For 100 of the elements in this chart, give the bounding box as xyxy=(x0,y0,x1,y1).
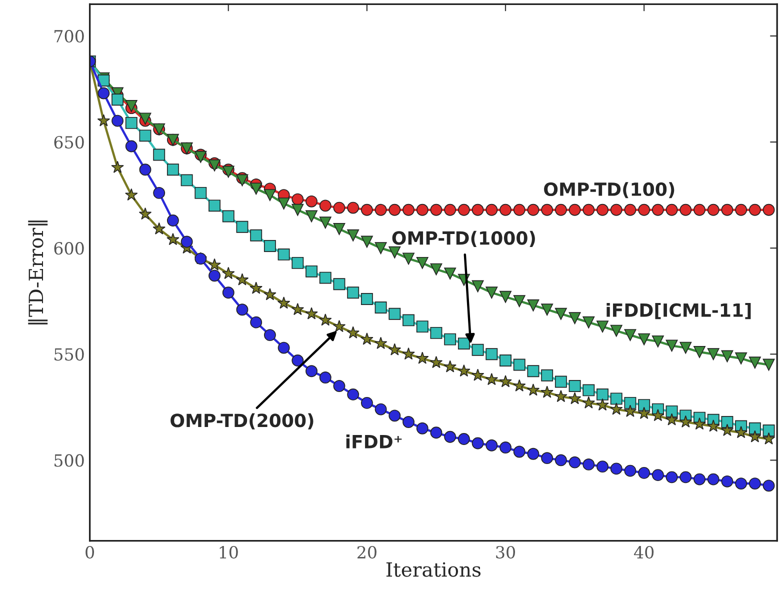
point xyxy=(333,278,346,290)
point xyxy=(472,204,484,216)
point xyxy=(360,236,373,248)
point xyxy=(748,356,761,369)
point xyxy=(332,320,346,332)
point xyxy=(762,204,775,216)
point xyxy=(430,356,443,368)
point xyxy=(748,430,762,442)
point xyxy=(305,307,318,320)
point xyxy=(471,368,484,381)
point xyxy=(112,114,124,127)
point xyxy=(402,314,414,326)
point xyxy=(306,365,318,378)
point xyxy=(638,204,650,216)
point xyxy=(748,422,761,434)
point xyxy=(638,333,650,346)
point xyxy=(346,326,360,338)
point xyxy=(694,473,706,486)
point xyxy=(624,204,636,216)
point xyxy=(347,286,360,299)
series-label: iFDD⁺ xyxy=(346,434,402,448)
point xyxy=(762,480,775,492)
point xyxy=(112,94,124,106)
point xyxy=(416,204,428,216)
point xyxy=(568,204,581,216)
point xyxy=(596,204,608,216)
point xyxy=(333,202,346,214)
point xyxy=(402,252,414,265)
point xyxy=(374,204,387,216)
point xyxy=(721,204,734,216)
point xyxy=(458,338,470,350)
point xyxy=(430,204,442,216)
point xyxy=(596,388,608,400)
point xyxy=(680,342,692,354)
point xyxy=(291,302,304,316)
point xyxy=(374,242,387,254)
point xyxy=(444,360,456,372)
point xyxy=(596,320,608,333)
point xyxy=(638,406,650,420)
point xyxy=(264,189,276,202)
point xyxy=(138,207,152,220)
point xyxy=(125,100,138,112)
point xyxy=(347,202,360,214)
point xyxy=(568,312,581,324)
point xyxy=(264,329,276,342)
point xyxy=(582,204,595,216)
point xyxy=(388,204,401,216)
point xyxy=(292,193,304,206)
point xyxy=(306,195,318,208)
point xyxy=(388,246,401,258)
point xyxy=(277,296,290,309)
point xyxy=(527,448,540,460)
point xyxy=(208,258,221,271)
point xyxy=(486,204,498,216)
point xyxy=(735,478,748,490)
point xyxy=(568,392,582,404)
point xyxy=(541,369,554,382)
point xyxy=(166,164,179,176)
point xyxy=(568,456,581,468)
point xyxy=(180,174,193,186)
point xyxy=(152,222,166,234)
point xyxy=(624,329,636,342)
point xyxy=(472,437,484,450)
point xyxy=(486,348,498,360)
point xyxy=(527,204,540,216)
point xyxy=(638,399,650,412)
point xyxy=(125,116,138,129)
point xyxy=(347,229,360,242)
point xyxy=(222,286,234,299)
point xyxy=(624,464,636,477)
text: OMP-TD(1000) xyxy=(392,230,535,247)
point xyxy=(554,204,567,216)
point xyxy=(694,204,706,216)
point xyxy=(264,240,276,252)
point xyxy=(610,462,622,475)
point xyxy=(485,372,498,386)
point xyxy=(458,364,470,377)
point xyxy=(610,392,622,405)
point xyxy=(500,442,512,454)
point xyxy=(319,372,332,384)
point xyxy=(111,160,124,173)
point xyxy=(762,358,775,371)
point xyxy=(402,416,414,428)
point xyxy=(388,308,401,320)
point xyxy=(416,320,428,333)
point xyxy=(652,469,664,482)
point xyxy=(319,200,332,212)
point xyxy=(360,396,373,409)
point xyxy=(208,270,220,282)
point xyxy=(292,256,304,269)
point xyxy=(278,198,290,210)
point xyxy=(694,346,706,358)
point xyxy=(596,398,609,411)
point xyxy=(707,473,720,486)
point xyxy=(513,358,526,371)
point xyxy=(624,404,637,417)
point xyxy=(720,424,734,436)
point xyxy=(194,186,207,199)
point xyxy=(374,336,388,350)
point xyxy=(735,352,748,364)
